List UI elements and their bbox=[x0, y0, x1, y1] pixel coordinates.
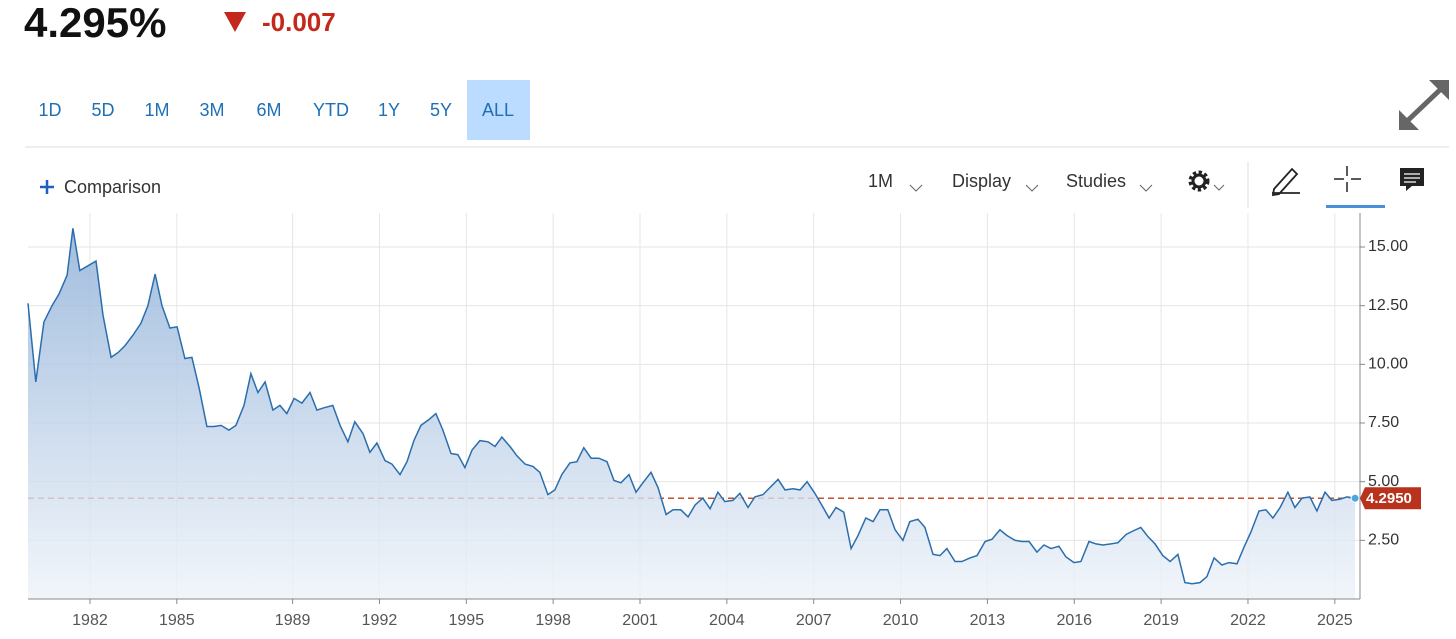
draw-button[interactable] bbox=[1271, 167, 1300, 197]
price-change: -0.007 bbox=[262, 7, 336, 37]
chevron bbox=[1025, 184, 1039, 192]
comparison-button[interactable]: Comparison bbox=[40, 177, 161, 197]
comment-button[interactable] bbox=[1400, 168, 1424, 191]
area bbox=[28, 228, 1356, 600]
down-arrow bbox=[224, 12, 246, 32]
display-menu[interactable]: Display bbox=[952, 171, 1011, 191]
range-button[interactable]: 5Y bbox=[430, 100, 452, 120]
last-value-label: 4.2950 bbox=[1366, 490, 1412, 507]
interval-menu[interactable]: 1M bbox=[868, 171, 893, 191]
expand-icon[interactable] bbox=[1399, 80, 1449, 130]
line bbox=[27, 228, 1356, 585]
x-tick-label: 2001 bbox=[622, 612, 658, 629]
x-tick-label: 1985 bbox=[159, 612, 195, 629]
x-tick-label: 2019 bbox=[1143, 612, 1179, 629]
range-button[interactable]: ALL bbox=[482, 100, 514, 120]
last-value-badge bbox=[1360, 487, 1421, 510]
range-button[interactable]: YTD bbox=[313, 100, 349, 120]
range-button[interactable]: 3M bbox=[199, 100, 224, 120]
y-tick-label: 7.50 bbox=[1368, 414, 1399, 431]
y-tick-label: 2.50 bbox=[1368, 532, 1399, 549]
x-tick-label: 1995 bbox=[449, 612, 485, 629]
x-tick-label: 1992 bbox=[362, 612, 398, 629]
x-tick-label: 2004 bbox=[709, 612, 745, 629]
x-tick-label: 2016 bbox=[1056, 612, 1092, 629]
chevron bbox=[909, 184, 923, 192]
crosshair-button[interactable] bbox=[1326, 166, 1385, 208]
x-tick-label: 1982 bbox=[72, 612, 108, 629]
x-tick-label: 2022 bbox=[1230, 612, 1266, 629]
settings-button[interactable] bbox=[1188, 170, 1225, 192]
y-tick-label: 10.00 bbox=[1368, 356, 1408, 373]
last-point bbox=[1350, 493, 1360, 503]
x-tick-label: 2025 bbox=[1317, 612, 1353, 629]
range-button[interactable]: 6M bbox=[256, 100, 281, 120]
x-tick-label: 2013 bbox=[970, 612, 1006, 629]
y-tick-label: 15.00 bbox=[1368, 238, 1408, 255]
price: 4.295% bbox=[24, 0, 166, 46]
y-tick-label: 5.00 bbox=[1368, 473, 1399, 490]
range-button[interactable]: 5D bbox=[91, 100, 114, 120]
comparison-label: Comparison bbox=[64, 177, 161, 197]
x-tick-label: 2007 bbox=[796, 612, 832, 629]
y-tick-label: 12.50 bbox=[1368, 297, 1408, 314]
x-tick-label: 1989 bbox=[275, 612, 311, 629]
range-button[interactable]: 1M bbox=[144, 100, 169, 120]
active-range-bg bbox=[467, 80, 530, 140]
range-button[interactable]: 1D bbox=[38, 100, 61, 120]
studies-menu[interactable]: Studies bbox=[1066, 171, 1126, 191]
chevron bbox=[1139, 184, 1153, 192]
x-tick-label: 2010 bbox=[883, 612, 919, 629]
plot-area: 2.50 5.00 7.50 10.00 12.50 15.00 1982 1985 1989 1… bbox=[27, 213, 1421, 629]
x-tick-label: 1998 bbox=[535, 612, 571, 629]
range-button[interactable]: 1Y bbox=[378, 100, 400, 120]
